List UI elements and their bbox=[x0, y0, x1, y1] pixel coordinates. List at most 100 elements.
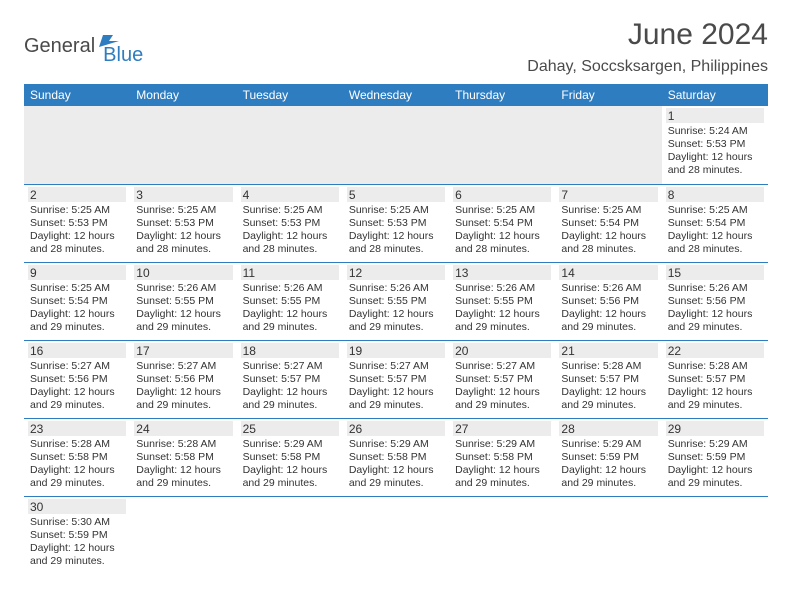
sunset-text: Sunset: 5:53 PM bbox=[349, 217, 445, 230]
sunset-text: Sunset: 5:59 PM bbox=[561, 451, 657, 464]
day-details: Sunrise: 5:29 AMSunset: 5:59 PMDaylight:… bbox=[666, 436, 764, 491]
calendar-body: 1Sunrise: 5:24 AMSunset: 5:53 PMDaylight… bbox=[24, 106, 768, 574]
sunrise-text: Sunrise: 5:30 AM bbox=[30, 516, 126, 529]
sunset-text: Sunset: 5:56 PM bbox=[561, 295, 657, 308]
sunrise-text: Sunrise: 5:29 AM bbox=[561, 438, 657, 451]
day-details: Sunrise: 5:26 AMSunset: 5:56 PMDaylight:… bbox=[559, 280, 657, 335]
day-details: Sunrise: 5:25 AMSunset: 5:54 PMDaylight:… bbox=[453, 202, 551, 257]
sunset-text: Sunset: 5:57 PM bbox=[561, 373, 657, 386]
daylight-text: Daylight: 12 hours and 29 minutes. bbox=[455, 308, 551, 334]
col-wednesday: Wednesday bbox=[343, 84, 449, 106]
sunrise-text: Sunrise: 5:26 AM bbox=[561, 282, 657, 295]
month-title: June 2024 bbox=[527, 18, 768, 52]
sunset-text: Sunset: 5:59 PM bbox=[668, 451, 764, 464]
calendar-cell: 1Sunrise: 5:24 AMSunset: 5:53 PMDaylight… bbox=[662, 106, 768, 184]
daylight-text: Daylight: 12 hours and 29 minutes. bbox=[668, 464, 764, 490]
day-details: Sunrise: 5:28 AMSunset: 5:57 PMDaylight:… bbox=[666, 358, 764, 413]
day-details: Sunrise: 5:28 AMSunset: 5:58 PMDaylight:… bbox=[134, 436, 232, 491]
day-number: 12 bbox=[347, 265, 445, 280]
sunset-text: Sunset: 5:58 PM bbox=[455, 451, 551, 464]
daylight-text: Daylight: 12 hours and 29 minutes. bbox=[561, 308, 657, 334]
day-details: Sunrise: 5:24 AMSunset: 5:53 PMDaylight:… bbox=[666, 123, 764, 178]
sunset-text: Sunset: 5:57 PM bbox=[243, 373, 339, 386]
daylight-text: Daylight: 12 hours and 29 minutes. bbox=[136, 308, 232, 334]
day-details: Sunrise: 5:26 AMSunset: 5:55 PMDaylight:… bbox=[347, 280, 445, 335]
day-details: Sunrise: 5:28 AMSunset: 5:58 PMDaylight:… bbox=[28, 436, 126, 491]
daylight-text: Daylight: 12 hours and 29 minutes. bbox=[243, 386, 339, 412]
sunset-text: Sunset: 5:56 PM bbox=[136, 373, 232, 386]
calendar-cell bbox=[343, 106, 449, 184]
day-number: 20 bbox=[453, 343, 551, 358]
day-number: 4 bbox=[241, 187, 339, 202]
sunrise-text: Sunrise: 5:25 AM bbox=[455, 204, 551, 217]
sunrise-text: Sunrise: 5:25 AM bbox=[349, 204, 445, 217]
col-saturday: Saturday bbox=[662, 84, 768, 106]
sunset-text: Sunset: 5:58 PM bbox=[243, 451, 339, 464]
day-number: 1 bbox=[666, 108, 764, 123]
daylight-text: Daylight: 12 hours and 29 minutes. bbox=[30, 542, 126, 568]
sunset-text: Sunset: 5:59 PM bbox=[30, 529, 126, 542]
sunset-text: Sunset: 5:57 PM bbox=[455, 373, 551, 386]
sunrise-text: Sunrise: 5:26 AM bbox=[455, 282, 551, 295]
calendar-cell: 10Sunrise: 5:26 AMSunset: 5:55 PMDayligh… bbox=[130, 262, 236, 340]
day-number: 26 bbox=[347, 421, 445, 436]
day-details: Sunrise: 5:27 AMSunset: 5:56 PMDaylight:… bbox=[28, 358, 126, 413]
daylight-text: Daylight: 12 hours and 28 minutes. bbox=[243, 230, 339, 256]
day-details: Sunrise: 5:29 AMSunset: 5:58 PMDaylight:… bbox=[241, 436, 339, 491]
col-sunday: Sunday bbox=[24, 84, 130, 106]
day-details: Sunrise: 5:27 AMSunset: 5:57 PMDaylight:… bbox=[453, 358, 551, 413]
sunset-text: Sunset: 5:53 PM bbox=[136, 217, 232, 230]
day-number: 2 bbox=[28, 187, 126, 202]
calendar-cell: 22Sunrise: 5:28 AMSunset: 5:57 PMDayligh… bbox=[662, 340, 768, 418]
day-details: Sunrise: 5:25 AMSunset: 5:53 PMDaylight:… bbox=[28, 202, 126, 257]
calendar-week-row: 2Sunrise: 5:25 AMSunset: 5:53 PMDaylight… bbox=[24, 184, 768, 262]
sunset-text: Sunset: 5:53 PM bbox=[30, 217, 126, 230]
day-number: 5 bbox=[347, 187, 445, 202]
day-details: Sunrise: 5:29 AMSunset: 5:58 PMDaylight:… bbox=[347, 436, 445, 491]
day-details: Sunrise: 5:25 AMSunset: 5:53 PMDaylight:… bbox=[134, 202, 232, 257]
calendar-cell: 21Sunrise: 5:28 AMSunset: 5:57 PMDayligh… bbox=[555, 340, 661, 418]
day-details: Sunrise: 5:26 AMSunset: 5:55 PMDaylight:… bbox=[134, 280, 232, 335]
sunset-text: Sunset: 5:57 PM bbox=[349, 373, 445, 386]
calendar-cell: 26Sunrise: 5:29 AMSunset: 5:58 PMDayligh… bbox=[343, 418, 449, 496]
calendar-week-row: 16Sunrise: 5:27 AMSunset: 5:56 PMDayligh… bbox=[24, 340, 768, 418]
daylight-text: Daylight: 12 hours and 29 minutes. bbox=[561, 386, 657, 412]
sunset-text: Sunset: 5:53 PM bbox=[668, 138, 764, 151]
sunrise-text: Sunrise: 5:29 AM bbox=[668, 438, 764, 451]
sunrise-text: Sunrise: 5:27 AM bbox=[455, 360, 551, 373]
daylight-text: Daylight: 12 hours and 29 minutes. bbox=[349, 386, 445, 412]
calendar-cell: 17Sunrise: 5:27 AMSunset: 5:56 PMDayligh… bbox=[130, 340, 236, 418]
sunrise-text: Sunrise: 5:25 AM bbox=[30, 282, 126, 295]
col-thursday: Thursday bbox=[449, 84, 555, 106]
sunrise-text: Sunrise: 5:28 AM bbox=[136, 438, 232, 451]
sunrise-text: Sunrise: 5:25 AM bbox=[243, 204, 339, 217]
sunrise-text: Sunrise: 5:29 AM bbox=[349, 438, 445, 451]
daylight-text: Daylight: 12 hours and 28 minutes. bbox=[136, 230, 232, 256]
calendar-cell: 16Sunrise: 5:27 AMSunset: 5:56 PMDayligh… bbox=[24, 340, 130, 418]
day-number: 14 bbox=[559, 265, 657, 280]
daylight-text: Daylight: 12 hours and 29 minutes. bbox=[136, 386, 232, 412]
col-monday: Monday bbox=[130, 84, 236, 106]
calendar-cell bbox=[449, 106, 555, 184]
day-details: Sunrise: 5:29 AMSunset: 5:59 PMDaylight:… bbox=[559, 436, 657, 491]
col-tuesday: Tuesday bbox=[237, 84, 343, 106]
day-details: Sunrise: 5:25 AMSunset: 5:53 PMDaylight:… bbox=[347, 202, 445, 257]
calendar-cell bbox=[24, 106, 130, 184]
day-number: 6 bbox=[453, 187, 551, 202]
title-block: June 2024 Dahay, Soccsksargen, Philippin… bbox=[527, 18, 768, 76]
calendar-cell bbox=[662, 496, 768, 574]
day-number: 21 bbox=[559, 343, 657, 358]
day-number: 3 bbox=[134, 187, 232, 202]
calendar-cell bbox=[343, 496, 449, 574]
calendar-cell: 19Sunrise: 5:27 AMSunset: 5:57 PMDayligh… bbox=[343, 340, 449, 418]
weekday-header-row: Sunday Monday Tuesday Wednesday Thursday… bbox=[24, 84, 768, 106]
daylight-text: Daylight: 12 hours and 29 minutes. bbox=[561, 464, 657, 490]
sunrise-text: Sunrise: 5:27 AM bbox=[136, 360, 232, 373]
sunrise-text: Sunrise: 5:29 AM bbox=[243, 438, 339, 451]
daylight-text: Daylight: 12 hours and 28 minutes. bbox=[668, 230, 764, 256]
calendar-cell: 2Sunrise: 5:25 AMSunset: 5:53 PMDaylight… bbox=[24, 184, 130, 262]
day-details: Sunrise: 5:25 AMSunset: 5:54 PMDaylight:… bbox=[559, 202, 657, 257]
sunrise-text: Sunrise: 5:26 AM bbox=[243, 282, 339, 295]
calendar-cell bbox=[130, 106, 236, 184]
calendar-cell: 28Sunrise: 5:29 AMSunset: 5:59 PMDayligh… bbox=[555, 418, 661, 496]
